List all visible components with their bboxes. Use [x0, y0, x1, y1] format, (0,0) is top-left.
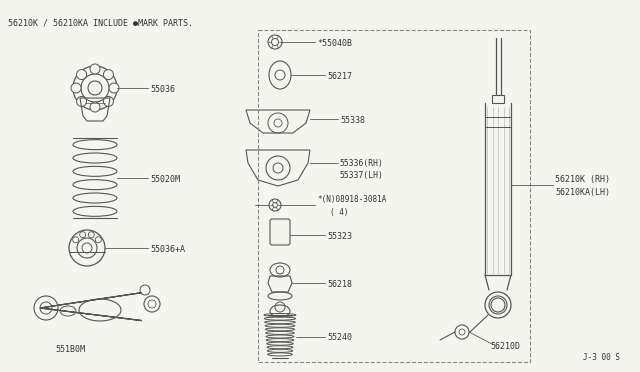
Circle shape — [104, 70, 113, 80]
Bar — [492, 95, 504, 103]
Text: 56210K / 56210KA INCLUDE ●MARK PARTS.: 56210K / 56210KA INCLUDE ●MARK PARTS. — [8, 18, 193, 27]
Circle shape — [109, 83, 119, 93]
Text: 55020M: 55020M — [150, 175, 180, 184]
Circle shape — [77, 70, 86, 80]
Text: 56218: 56218 — [327, 280, 352, 289]
Circle shape — [77, 96, 86, 106]
Text: 55323: 55323 — [327, 232, 352, 241]
Circle shape — [71, 83, 81, 93]
Text: 55240: 55240 — [327, 334, 352, 343]
Text: 55036+A: 55036+A — [150, 245, 185, 254]
Text: *(N)08918-3081A: *(N)08918-3081A — [317, 195, 387, 204]
Text: 56210KA(LH): 56210KA(LH) — [555, 188, 610, 197]
Text: J-3 00 S: J-3 00 S — [583, 353, 620, 362]
Circle shape — [88, 232, 94, 238]
Circle shape — [73, 237, 79, 243]
Circle shape — [90, 102, 100, 112]
Text: 55336(RH): 55336(RH) — [340, 159, 384, 168]
Text: 55036: 55036 — [150, 85, 175, 94]
Text: *55040B: *55040B — [317, 39, 352, 48]
Text: ( 4): ( 4) — [330, 208, 349, 217]
Text: 551B0M: 551B0M — [55, 345, 85, 354]
Text: 55338: 55338 — [340, 116, 365, 125]
Circle shape — [95, 237, 101, 243]
Circle shape — [79, 232, 86, 238]
Text: 56210D: 56210D — [490, 342, 520, 351]
Text: 55337(LH): 55337(LH) — [340, 171, 384, 180]
Text: 56217: 56217 — [327, 72, 352, 81]
Circle shape — [90, 64, 100, 74]
Circle shape — [104, 96, 113, 106]
Text: 56210K (RH): 56210K (RH) — [555, 175, 610, 184]
Bar — [258, 30, 530, 362]
